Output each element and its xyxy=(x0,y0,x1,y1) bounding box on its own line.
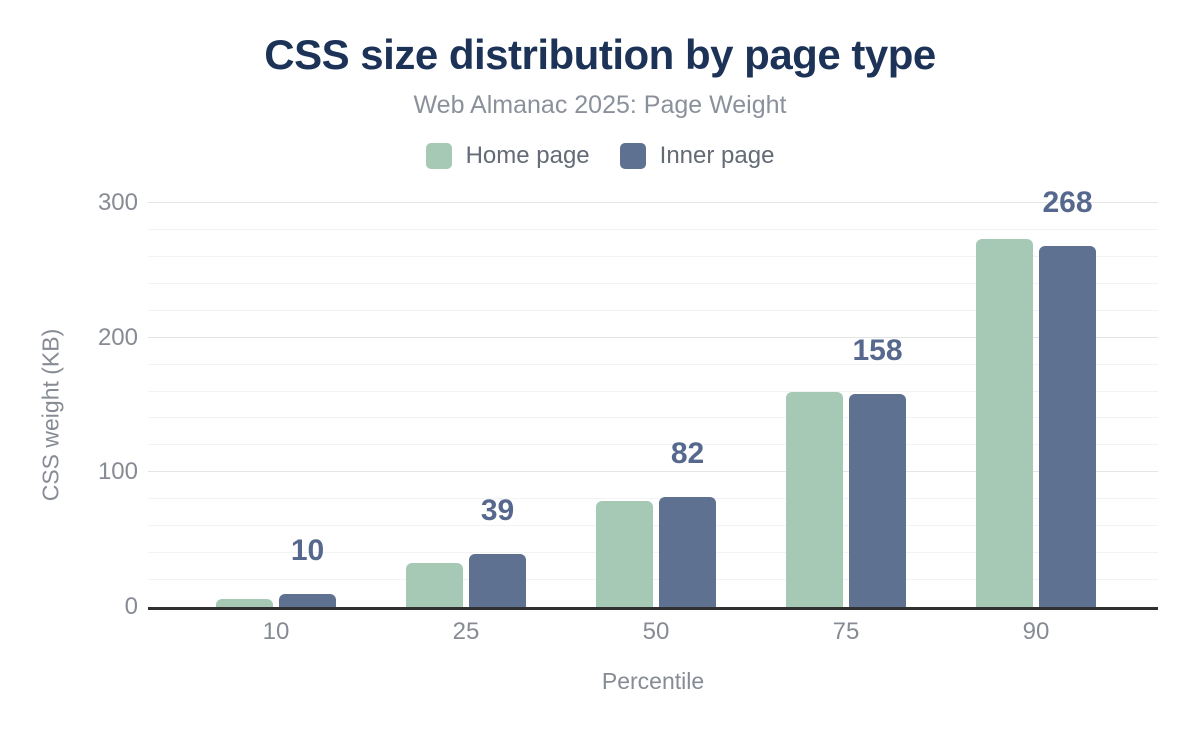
minor-gridline xyxy=(148,282,1158,284)
x-tick-label: 75 xyxy=(832,618,860,645)
bar-value-label: 158 xyxy=(852,334,903,368)
x-tick-label: 25 xyxy=(452,618,480,645)
x-tick-label: 90 xyxy=(1022,618,1050,645)
x-axis-line xyxy=(148,607,1158,610)
minor-gridline xyxy=(148,390,1158,392)
bar-home-page xyxy=(786,391,843,607)
minor-gridline xyxy=(148,363,1158,365)
bar-home-page xyxy=(216,598,273,607)
major-gridline xyxy=(148,202,1158,203)
inner-page-swatch-icon xyxy=(619,143,646,169)
y-tick-label: 100 xyxy=(97,458,138,486)
x-tick-label: 50 xyxy=(642,618,670,645)
major-gridline xyxy=(148,336,1158,338)
bar-inner-page xyxy=(849,394,906,607)
bar-inner-page xyxy=(1039,246,1096,607)
x-tick-label: 10 xyxy=(262,618,290,645)
minor-gridline xyxy=(148,228,1158,230)
bar-home-page xyxy=(976,239,1033,607)
y-tick-label: 0 xyxy=(124,593,138,620)
bar-value-label: 39 xyxy=(480,494,515,528)
minor-gridline xyxy=(148,417,1158,419)
chart-subtitle: Web Almanac 2025: Page Weight xyxy=(413,91,787,119)
minor-gridline xyxy=(148,525,1158,527)
x-axis-title: Percentile xyxy=(601,668,705,694)
legend-item-inner-page: Inner page xyxy=(619,142,775,170)
minor-gridline xyxy=(148,579,1158,581)
minor-gridline xyxy=(148,309,1158,311)
minor-gridline xyxy=(148,255,1158,257)
bar-value-label: 82 xyxy=(670,436,705,470)
minor-gridline xyxy=(148,444,1158,446)
y-tick-label: 200 xyxy=(97,323,138,351)
bar-home-page xyxy=(406,562,463,607)
major-gridline xyxy=(148,471,1158,473)
bar-home-page xyxy=(596,500,653,607)
chart-title: CSS size distribution by page type xyxy=(264,31,936,78)
bar-value-label: 10 xyxy=(290,533,325,567)
bar-inner-page xyxy=(279,593,336,607)
bar-inner-page xyxy=(469,554,526,607)
bar-inner-page xyxy=(659,496,716,607)
legend: Home page Inner page xyxy=(0,142,1200,170)
legend-label-home-page: Home page xyxy=(465,142,590,169)
legend-label-inner-page: Inner page xyxy=(659,142,775,169)
bar-value-label: 268 xyxy=(1042,186,1093,220)
minor-gridline xyxy=(148,552,1158,554)
home-page-swatch-icon xyxy=(425,143,452,169)
y-tick-label: 300 xyxy=(97,189,138,216)
minor-gridline xyxy=(148,498,1158,500)
legend-item-home-page: Home page xyxy=(425,142,590,170)
